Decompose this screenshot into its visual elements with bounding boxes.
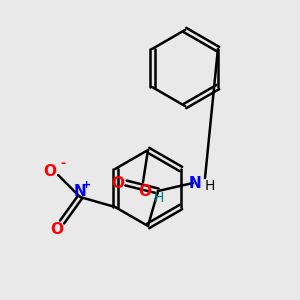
Text: H: H [205,179,215,193]
Text: O: O [51,223,64,238]
Text: N: N [74,184,86,200]
Text: +: + [82,180,91,190]
Text: O: O [112,176,124,190]
Text: -: - [61,157,66,169]
Text: H: H [154,191,164,205]
Text: N: N [189,176,201,190]
Text: O: O [44,164,57,179]
Text: O: O [139,184,152,200]
